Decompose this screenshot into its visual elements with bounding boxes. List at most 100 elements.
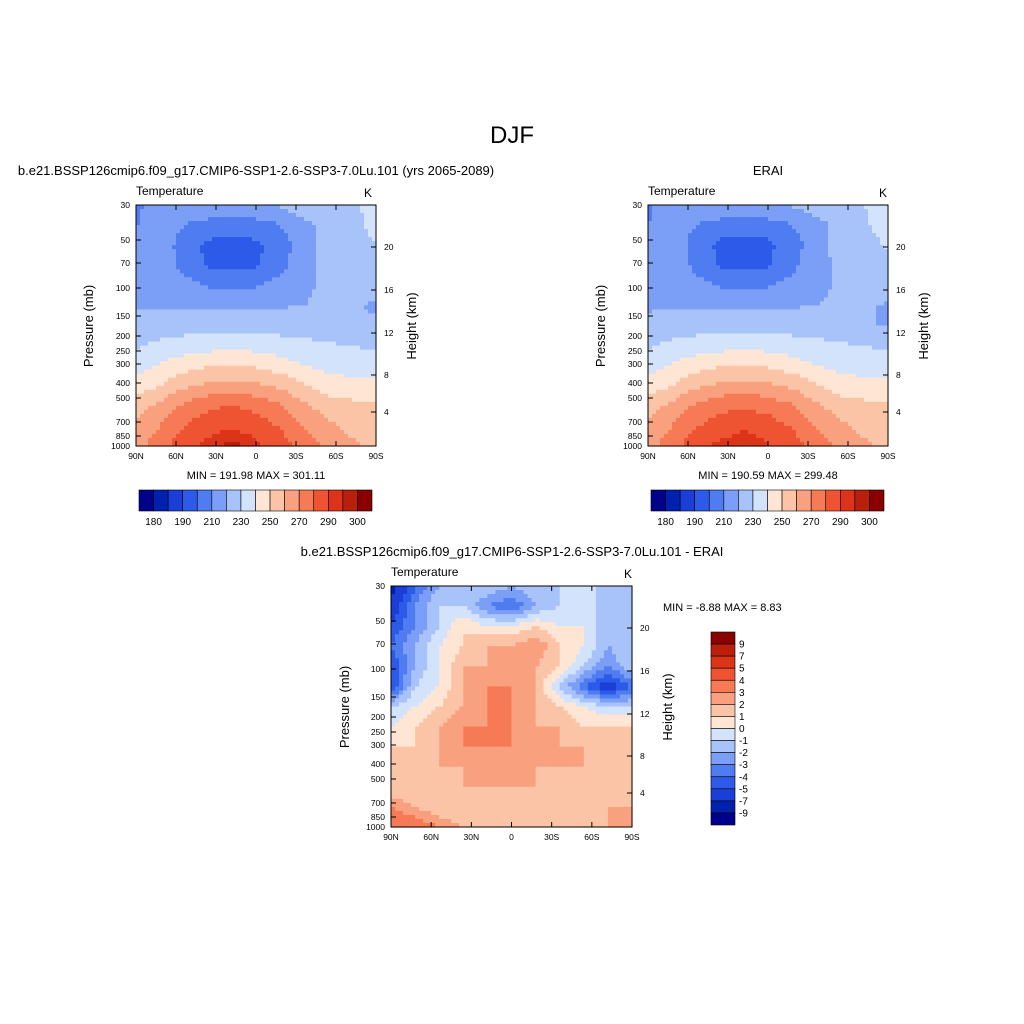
model-panel-cell bbox=[200, 265, 205, 270]
erai-panel: ERAI Temperature K Pressure (mb) Height … bbox=[593, 163, 931, 528]
model-panel-cell bbox=[336, 441, 341, 447]
erai-panel-cell bbox=[884, 265, 889, 270]
erai-panel-cell bbox=[748, 225, 753, 230]
model-panel-cell bbox=[364, 413, 369, 419]
model-panel-cell bbox=[228, 213, 233, 218]
erai-panel-cell bbox=[824, 213, 829, 218]
model-panel-cell bbox=[156, 381, 161, 387]
model-panel-cell bbox=[176, 269, 181, 274]
model-panel-cell bbox=[164, 341, 169, 347]
model-panel-cell bbox=[200, 217, 205, 222]
model-panel-cell bbox=[320, 397, 325, 403]
model-panel-cell bbox=[140, 385, 145, 391]
erai-panel-cell bbox=[740, 229, 745, 234]
model-panel-cell bbox=[220, 213, 225, 218]
model-panel-cell bbox=[200, 297, 205, 302]
model-panel-cell bbox=[144, 221, 149, 226]
model-panel-cell bbox=[296, 397, 301, 403]
erai-panel-cell bbox=[792, 225, 797, 230]
model-panel-cell bbox=[344, 217, 349, 222]
model-panel-cell bbox=[280, 441, 285, 447]
model-panel-cell bbox=[348, 401, 353, 407]
model-panel-cell bbox=[160, 385, 165, 391]
model-panel-title: b.e21.BSSP126cmip6.f09_g17.CMIP6-SSP1-2.… bbox=[18, 163, 494, 178]
model-panel-cell bbox=[280, 277, 285, 282]
erai-panel-cell bbox=[776, 257, 781, 262]
erai-panel-cell bbox=[764, 213, 769, 218]
model-panel-cell bbox=[140, 441, 145, 447]
model-panel-cell bbox=[208, 341, 213, 347]
model-panel-cell bbox=[300, 313, 305, 319]
erai-panel-cell bbox=[704, 249, 709, 254]
erai-panel-cell bbox=[688, 209, 693, 214]
model-panel-cell bbox=[280, 245, 285, 250]
model-panel-cell bbox=[164, 249, 169, 254]
erai-panel-cell bbox=[800, 277, 805, 282]
erai-panel-cell bbox=[780, 241, 785, 246]
erai-panel-cell bbox=[728, 261, 733, 266]
model-panel-cell bbox=[200, 345, 205, 351]
model-panel-cell bbox=[364, 213, 369, 218]
model-panel-cell bbox=[276, 409, 281, 415]
model-panel-cell bbox=[208, 329, 213, 335]
model-panel-cell bbox=[148, 369, 153, 375]
model-panel-cell bbox=[252, 269, 257, 274]
model-panel-cell bbox=[356, 357, 361, 363]
model-panel-cell bbox=[252, 205, 257, 210]
erai-panel-cell bbox=[676, 241, 681, 246]
model-panel-cell bbox=[240, 289, 245, 294]
model-panel-cell bbox=[276, 413, 281, 419]
erai-panel-cell bbox=[796, 225, 801, 230]
model-panel-cell bbox=[212, 209, 217, 214]
model-panel-cell bbox=[356, 289, 361, 294]
model-panel-cell bbox=[168, 377, 173, 383]
model-panel-cell bbox=[336, 321, 341, 327]
model-panel-cell bbox=[276, 337, 281, 343]
erai-panel-cell bbox=[872, 237, 877, 242]
model-panel-cell bbox=[320, 325, 325, 331]
erai-panel-cell bbox=[784, 237, 789, 242]
model-panel-cell bbox=[164, 397, 169, 403]
erai-panel-cell bbox=[700, 209, 705, 214]
model-panel-cell bbox=[192, 381, 197, 387]
model-panel-cell bbox=[324, 261, 329, 266]
model-panel-cell bbox=[348, 361, 353, 367]
model-panel-cell bbox=[348, 409, 353, 415]
model-panel-cell bbox=[344, 221, 349, 226]
erai-panel-cell bbox=[768, 265, 773, 270]
erai-panel-cell bbox=[752, 221, 757, 226]
model-panel-cell bbox=[256, 381, 261, 387]
model-panel-cell bbox=[140, 249, 145, 254]
erai-panel-cell bbox=[820, 273, 825, 278]
model-panel-cell bbox=[156, 437, 161, 443]
model-panel-cell bbox=[312, 209, 317, 214]
model-panel-cell bbox=[312, 301, 317, 307]
model-panel-cell bbox=[356, 241, 361, 246]
model-panel-cell bbox=[196, 369, 201, 375]
model-panel-cell bbox=[216, 381, 221, 387]
model-panel-cell bbox=[244, 265, 249, 270]
model-panel-cell bbox=[344, 353, 349, 359]
model-panel-x-tick-label: 90N bbox=[128, 451, 144, 461]
model-panel-cell bbox=[172, 357, 177, 363]
erai-panel-cell bbox=[744, 265, 749, 270]
erai-panel-cell bbox=[736, 257, 741, 262]
erai-panel-cell bbox=[872, 205, 877, 210]
erai-panel-cell bbox=[700, 269, 705, 274]
model-panel-cell bbox=[264, 377, 269, 383]
model-panel-cell bbox=[368, 253, 373, 258]
model-panel-cell bbox=[180, 209, 185, 214]
model-panel-cell bbox=[340, 205, 345, 210]
erai-panel-cell bbox=[884, 277, 889, 282]
model-panel-cell bbox=[332, 425, 337, 431]
model-panel-cell bbox=[192, 389, 197, 395]
model-panel-cell bbox=[144, 341, 149, 347]
erai-panel-cell bbox=[664, 253, 669, 258]
model-panel-cell bbox=[364, 397, 369, 403]
erai-panel-cell bbox=[844, 217, 849, 222]
model-panel-cell bbox=[136, 401, 141, 407]
model-panel-cell bbox=[308, 325, 313, 331]
model-panel-cell bbox=[176, 353, 181, 359]
erai-panel-cell bbox=[684, 265, 689, 270]
model-panel-cell bbox=[204, 261, 209, 266]
